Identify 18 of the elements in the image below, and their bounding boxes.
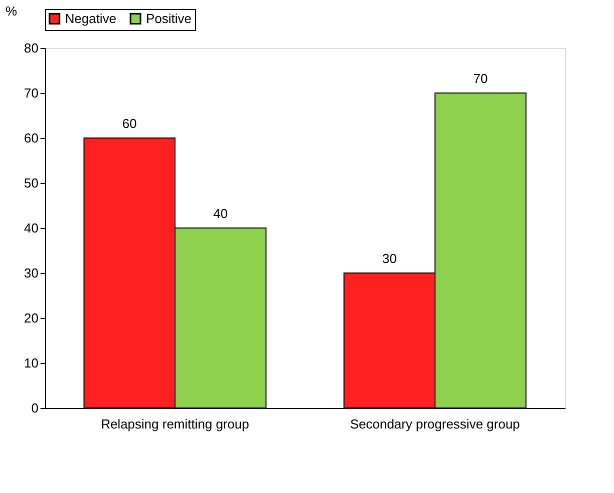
legend-label: Positive: [146, 10, 192, 26]
x-tick-label: Secondary progressive group: [350, 416, 520, 432]
y-tick-label: 60: [24, 130, 38, 146]
y-tick-label: 20: [24, 310, 38, 326]
y-axis-title: %: [6, 4, 18, 18]
y-tick-label: 40: [24, 220, 38, 236]
y-tick-label: 50: [24, 176, 38, 190]
y-tick-label: 30: [24, 266, 38, 280]
legend-label: Negative: [65, 10, 116, 26]
y-tick-label: 10: [24, 356, 38, 370]
y-tick-label: 0: [31, 400, 38, 416]
y-tick-label: 70: [24, 86, 38, 100]
y-tick-label: 80: [24, 40, 38, 56]
data-label: 60: [122, 116, 137, 131]
x-tick-label: Relapsing remitting group: [100, 416, 250, 432]
data-label: 40: [213, 206, 228, 221]
data-label: 30: [382, 251, 397, 266]
data-label: 70: [473, 71, 488, 86]
